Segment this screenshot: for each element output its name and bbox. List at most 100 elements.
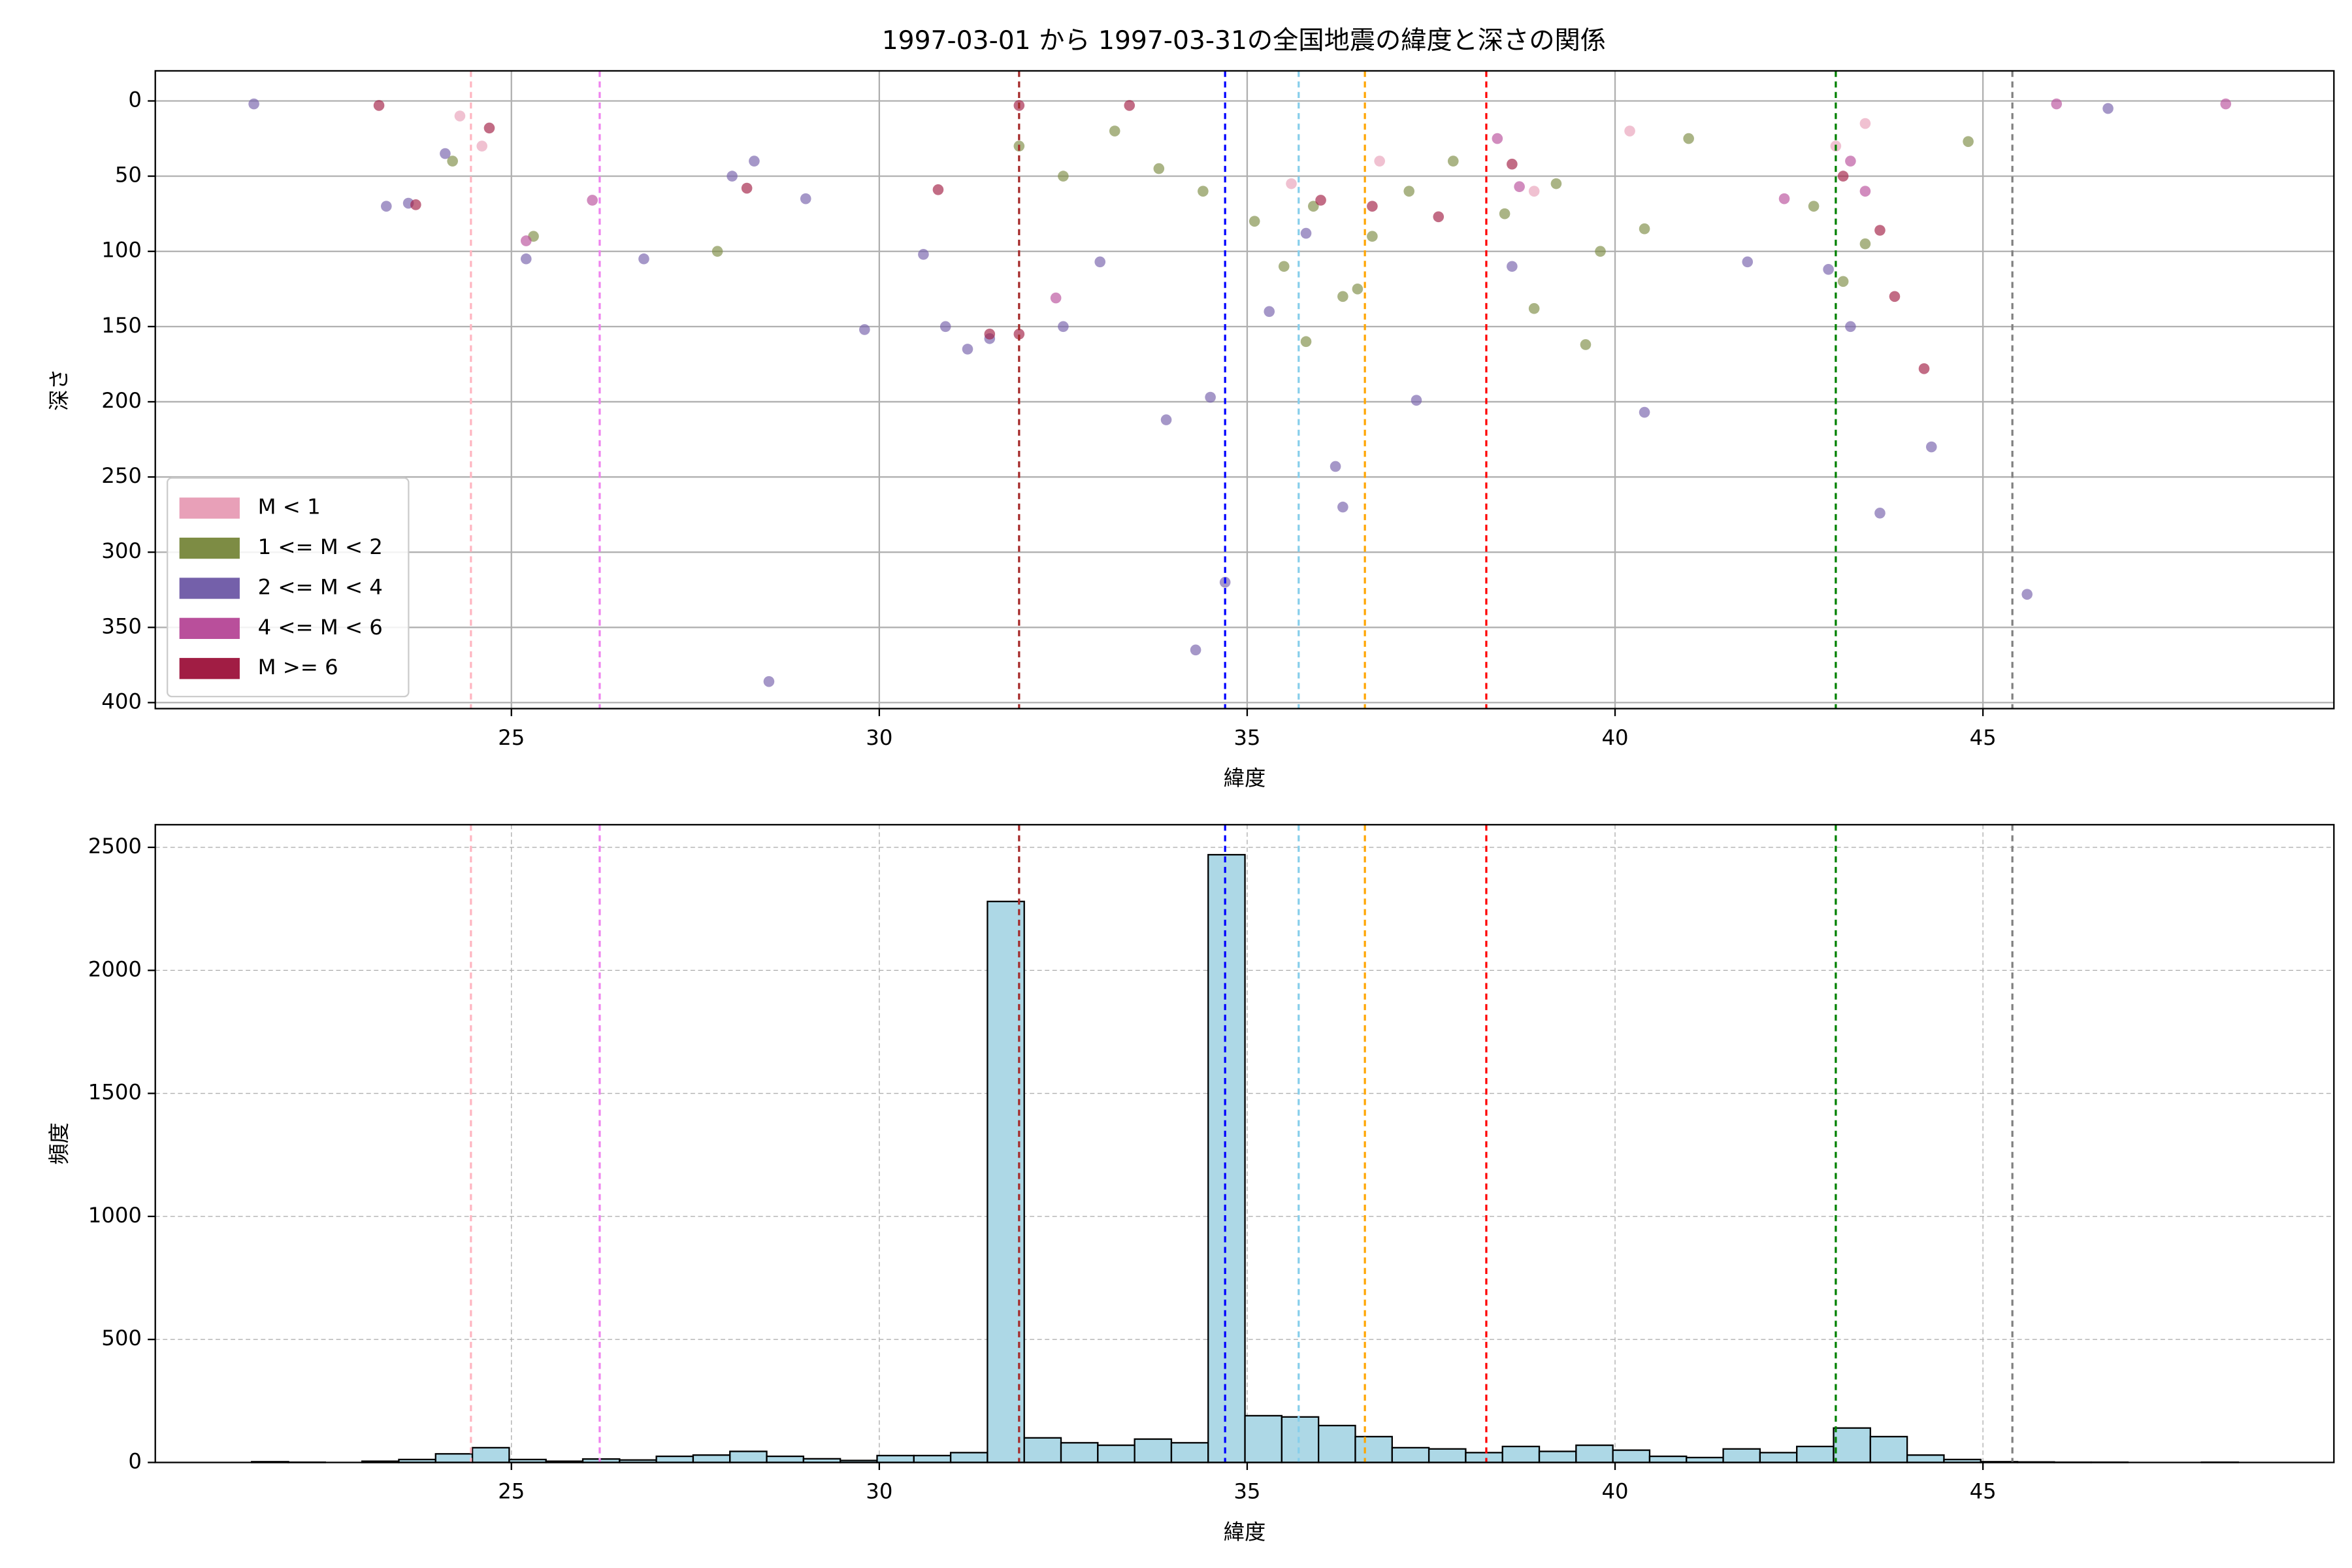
scatter-point bbox=[1837, 171, 1849, 182]
legend-label: 4 <= M < 6 bbox=[258, 615, 383, 640]
histogram-bar bbox=[1833, 1427, 1871, 1463]
legend-swatch bbox=[179, 617, 240, 639]
scatter-point bbox=[1153, 163, 1165, 174]
scatter-point bbox=[1492, 133, 1503, 144]
scatter-point bbox=[1639, 406, 1650, 418]
histogram-bar bbox=[471, 1446, 510, 1463]
scatter-point bbox=[1278, 261, 1290, 272]
y-axis-label: 頻度 bbox=[46, 1122, 71, 1165]
scatter-point bbox=[1058, 321, 1069, 333]
legend-label: M < 1 bbox=[258, 495, 321, 519]
scatter-point bbox=[1859, 118, 1871, 129]
legend-swatch bbox=[179, 578, 240, 599]
y-tick-label: 500 bbox=[101, 1326, 142, 1350]
histogram-bar bbox=[949, 1452, 988, 1463]
scatter-point bbox=[1352, 283, 1364, 295]
scatter-point bbox=[962, 344, 973, 355]
scatter-point bbox=[984, 329, 996, 340]
scatter-point bbox=[1528, 186, 1540, 197]
y-tick-label: 2000 bbox=[88, 956, 142, 981]
scatter-point bbox=[1595, 246, 1606, 257]
histogram-bar bbox=[1391, 1446, 1430, 1463]
scatter-point bbox=[373, 100, 385, 111]
y-tick-label: 250 bbox=[101, 463, 142, 488]
chart-title: 1997-03-01 から 1997-03-31の全国地震の緯度と深さの関係 bbox=[882, 26, 1606, 56]
histogram-bar bbox=[692, 1454, 731, 1463]
scatter-point bbox=[859, 324, 870, 335]
scatter-point bbox=[1190, 644, 1201, 656]
y-tick-label: 350 bbox=[101, 613, 142, 638]
histogram-bar bbox=[1281, 1416, 1320, 1463]
scatter-point bbox=[1205, 391, 1216, 403]
histogram-bar bbox=[1648, 1455, 1688, 1463]
scatter-point bbox=[1330, 461, 1341, 472]
scatter-point bbox=[711, 246, 723, 257]
scatter-point bbox=[1337, 291, 1348, 302]
histogram-bar bbox=[434, 1453, 474, 1463]
histogram-bar bbox=[1759, 1452, 1798, 1463]
histogram-bar bbox=[1501, 1445, 1541, 1463]
scatter-point bbox=[1845, 155, 1856, 167]
histogram-bar bbox=[1538, 1450, 1577, 1463]
scatter-point bbox=[520, 253, 532, 265]
scatter-point bbox=[1845, 321, 1856, 333]
x-tick-label: 35 bbox=[1233, 725, 1260, 750]
scatter-point bbox=[2051, 98, 2063, 110]
scatter-point bbox=[1307, 201, 1319, 212]
legend-box bbox=[166, 477, 410, 698]
scatter-point bbox=[2220, 98, 2232, 110]
histogram-bar bbox=[1722, 1448, 1761, 1463]
scatter-point bbox=[638, 253, 649, 265]
scatter-point bbox=[1580, 339, 1592, 350]
scatter-point bbox=[1837, 276, 1849, 287]
scatter-point bbox=[1013, 329, 1025, 340]
scatter-point bbox=[1528, 302, 1540, 314]
legend-label: M >= 6 bbox=[258, 655, 338, 679]
scatter-point bbox=[1124, 100, 1135, 111]
x-axis-label: 緯度 bbox=[1224, 766, 1266, 791]
scatter-point bbox=[1624, 125, 1635, 137]
scatter-point bbox=[454, 110, 466, 122]
y-tick-label: 400 bbox=[101, 689, 142, 713]
scatter-point bbox=[1507, 261, 1518, 272]
scatter-point bbox=[1778, 193, 1790, 204]
y-tick-label: 1500 bbox=[88, 1080, 142, 1105]
scatter-point bbox=[1823, 264, 1834, 275]
scatter-point bbox=[939, 321, 951, 333]
scatter-point bbox=[1499, 208, 1511, 220]
x-tick-label: 45 bbox=[1970, 725, 1997, 750]
scatter-point bbox=[381, 201, 392, 212]
y-tick-label: 150 bbox=[101, 313, 142, 338]
scatter-point bbox=[763, 676, 775, 687]
x-axis-label: 緯度 bbox=[1224, 1520, 1266, 1544]
scatter-point bbox=[1094, 256, 1106, 268]
scatter-point bbox=[1198, 186, 1209, 197]
scatter-point bbox=[1507, 158, 1518, 170]
histogram-bar bbox=[1134, 1438, 1173, 1463]
scatter-point bbox=[1808, 201, 1820, 212]
x-tick-label: 45 bbox=[1970, 1479, 1997, 1504]
histogram-bar bbox=[1023, 1437, 1062, 1463]
scatter-point bbox=[1859, 186, 1871, 197]
scatter-point bbox=[1374, 155, 1385, 167]
histogram-bar bbox=[1869, 1435, 1908, 1463]
scatter-point bbox=[1337, 501, 1348, 513]
scatter-point bbox=[248, 98, 259, 110]
scatter-point bbox=[1286, 178, 1297, 189]
scatter-point bbox=[932, 184, 944, 195]
histogram-bar bbox=[876, 1454, 915, 1463]
scatter-point bbox=[1050, 292, 1062, 304]
histogram-bar bbox=[1906, 1454, 1945, 1463]
y-tick-label: 2500 bbox=[88, 834, 142, 858]
histogram-bar bbox=[766, 1455, 805, 1463]
scatter-point bbox=[2021, 589, 2033, 600]
histogram-bar bbox=[1428, 1448, 1467, 1463]
scatter-point bbox=[741, 182, 753, 194]
histogram-bar bbox=[1207, 854, 1246, 1463]
x-tick-label: 40 bbox=[1601, 1479, 1628, 1504]
scatter-point bbox=[749, 155, 760, 167]
y-axis-label: 深さ bbox=[46, 368, 71, 411]
scatter-point bbox=[1963, 136, 1974, 147]
